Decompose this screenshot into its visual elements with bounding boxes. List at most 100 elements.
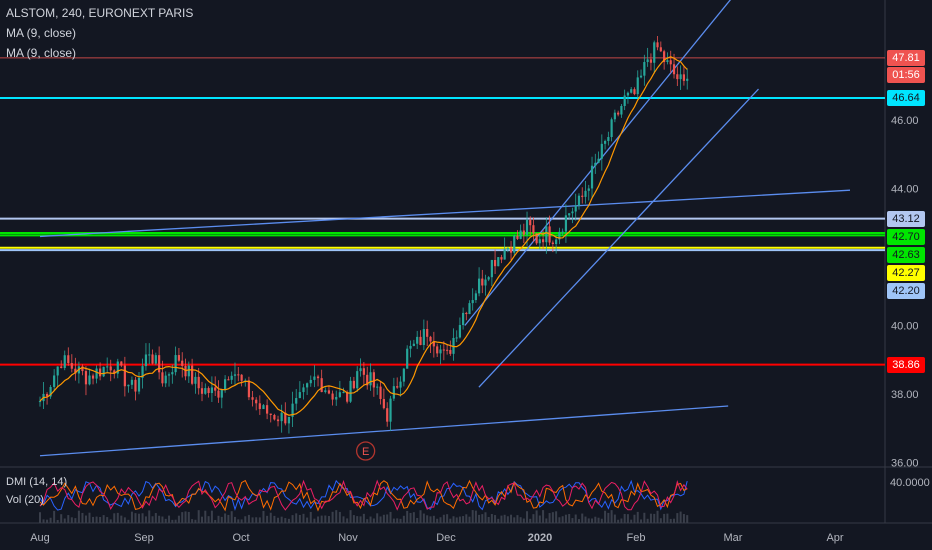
candle-body (538, 239, 541, 244)
candle-body (38, 401, 42, 403)
candle-body (88, 375, 91, 385)
volume-bar (577, 519, 580, 523)
x-tick-label: Feb (627, 532, 646, 544)
y-tick-label: 36.00 (891, 458, 919, 470)
volume-bar (362, 513, 365, 523)
candle-body (682, 74, 686, 81)
volume-bar (462, 516, 465, 523)
volume-bar (144, 516, 147, 523)
candle-body (154, 355, 157, 364)
volume-bar (39, 512, 41, 523)
volume-bar (280, 516, 283, 523)
candle-body (474, 293, 477, 301)
volume-bar (151, 516, 154, 523)
candle-body (686, 78, 689, 81)
volume-bar (545, 518, 548, 523)
volume-bar (584, 516, 587, 523)
volume-bar (551, 512, 554, 523)
x-tick-label: Oct (232, 532, 249, 544)
volume-bar (626, 514, 629, 523)
volume-bar (594, 516, 597, 523)
volume-bar (558, 517, 561, 523)
candle-body (429, 336, 432, 342)
dmi-line-dmi_plus (39, 479, 688, 511)
candle-body (346, 392, 349, 402)
volume-bar (471, 510, 474, 523)
volume-bar (141, 513, 144, 523)
candle-body (181, 360, 184, 366)
candle-body (287, 416, 291, 424)
y-tick-label: 44.00 (891, 183, 919, 195)
volume-bar (487, 516, 490, 523)
volume-bar (177, 515, 180, 523)
candle-body (335, 396, 338, 400)
candle-body (669, 60, 672, 65)
volume-bar (623, 513, 626, 523)
volume-bar (607, 512, 610, 523)
volume-bar (449, 518, 452, 523)
candle-body (127, 384, 130, 387)
trend-line (39, 405, 729, 457)
candle-body (497, 257, 500, 267)
candle-body (161, 372, 164, 384)
candle-body (284, 412, 287, 424)
volume-bar (63, 518, 66, 523)
volume-bar (138, 513, 141, 523)
volume-bar (359, 516, 362, 523)
candle-body (295, 398, 298, 404)
x-tick-label: Sep (134, 532, 154, 544)
candle-body (455, 337, 458, 339)
candle-body (197, 376, 200, 389)
candle-body (106, 366, 109, 368)
volume-bar (574, 514, 577, 523)
candle-body (643, 62, 646, 76)
volume-bar (266, 515, 269, 523)
candle-body (382, 398, 385, 409)
candle-body (509, 247, 513, 253)
candle-body (587, 188, 590, 191)
volume-bar (317, 516, 320, 523)
vol-legend: Vol (20) (6, 494, 44, 506)
volume-bar (465, 514, 468, 523)
volume-bar (287, 518, 290, 523)
volume-bar (396, 518, 399, 523)
volume-bar (277, 517, 280, 523)
volume-bar (506, 516, 509, 523)
candle-body (594, 162, 597, 166)
candle-body (99, 368, 102, 377)
candle-body (493, 259, 497, 267)
volume-bar (207, 516, 210, 523)
candle-body (653, 42, 656, 63)
candle-body (551, 242, 554, 245)
candle-body (402, 368, 405, 382)
volume-bar (439, 517, 442, 523)
candle-body (359, 368, 362, 372)
volume-bar (663, 513, 666, 523)
volume-bar (636, 511, 639, 523)
candle-body (679, 74, 682, 80)
candle-body (130, 379, 134, 385)
candle-body (233, 374, 237, 376)
candle-body (545, 226, 548, 243)
volume-bar (284, 518, 287, 523)
candle-body (210, 387, 213, 394)
candle-body (574, 205, 577, 212)
ma-legend-1: MA (9, close) (6, 26, 77, 40)
candle-body (541, 239, 545, 243)
volume-bar (561, 516, 564, 523)
volume-bar (204, 510, 207, 523)
candle-body (237, 374, 240, 376)
candle-body (659, 47, 662, 52)
volume-bar (158, 515, 161, 523)
volume-bar (255, 517, 258, 523)
candle-body (177, 355, 181, 361)
volume-bar (474, 510, 477, 523)
candle-body (262, 405, 265, 410)
candle-body (349, 380, 352, 402)
candle-body (468, 303, 471, 315)
candle-body (577, 195, 581, 206)
earnings-event-marker (355, 441, 376, 461)
volume-bar (269, 512, 272, 523)
volume-bar (171, 519, 174, 523)
